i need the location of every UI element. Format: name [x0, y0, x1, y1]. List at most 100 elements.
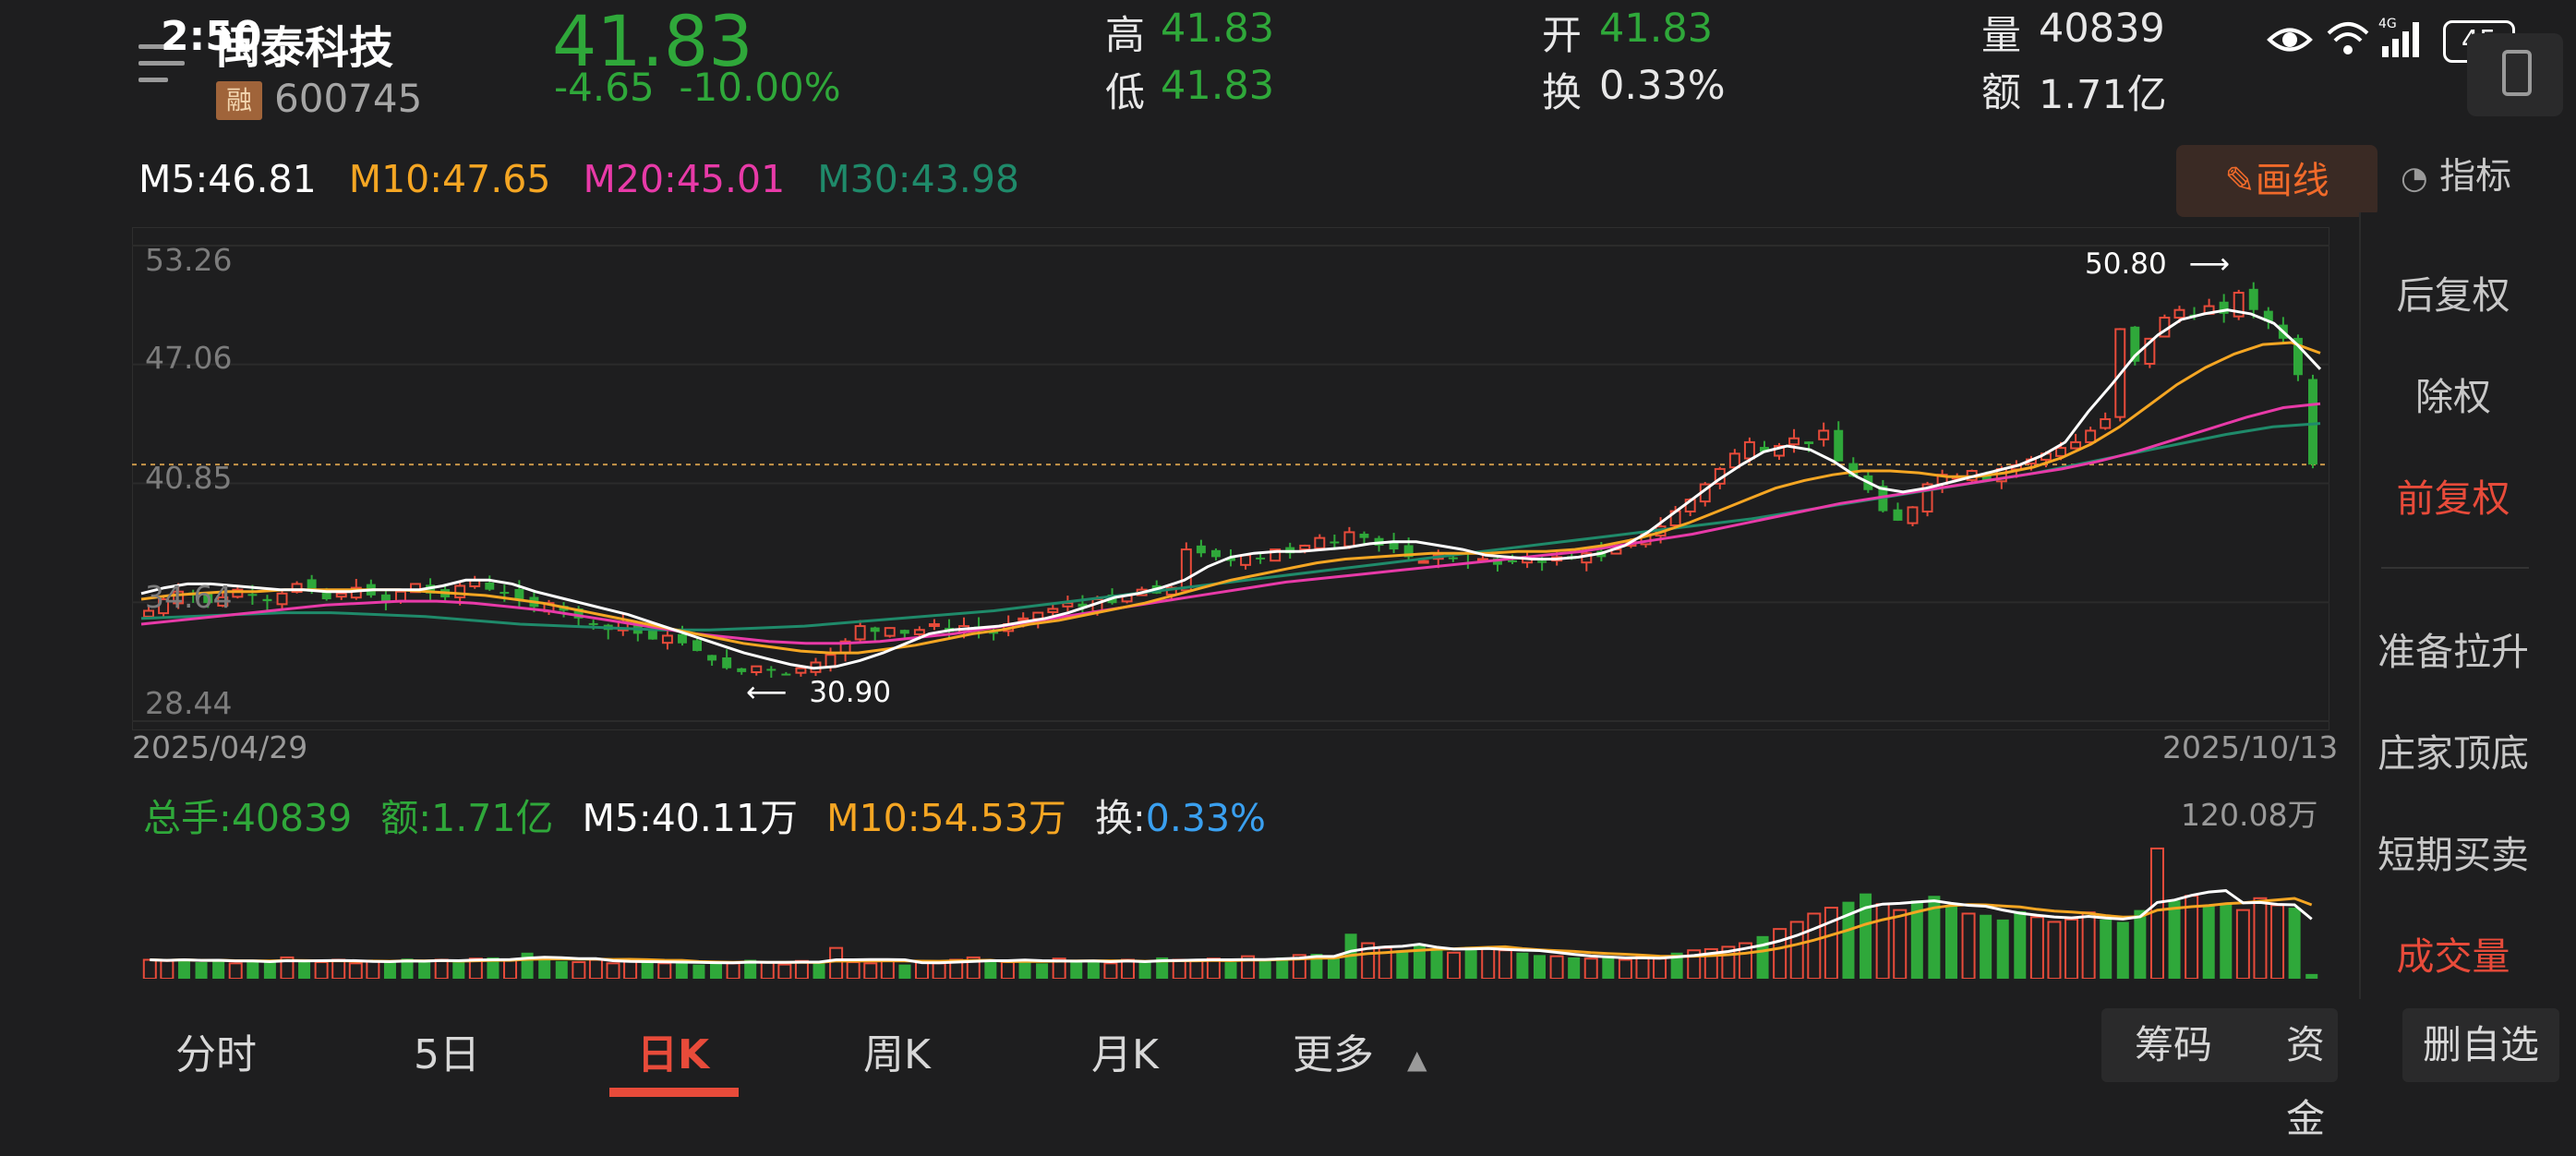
volume-bar: [1498, 949, 1512, 979]
candle-body: [913, 629, 925, 636]
menu-icon[interactable]: [138, 37, 194, 90]
volume-bar: [932, 962, 946, 979]
low-value: 41.83: [1161, 63, 1275, 109]
volume-bar: [487, 957, 500, 979]
rp-item-dealer-top-bottom[interactable]: 庄家顶底: [2377, 731, 2529, 776]
funds-button[interactable]: 资金: [2285, 1022, 2325, 1141]
volume-bar: [1292, 954, 1306, 979]
candle-body: [588, 622, 598, 625]
last-price: 41.83: [552, 0, 753, 82]
tab-5day[interactable]: 5日: [414, 1031, 480, 1078]
tab-more[interactable]: 更多 ▲: [1293, 1021, 1427, 1080]
volume-max-label: 120.08万: [2181, 797, 2318, 833]
candle-body: [307, 579, 317, 592]
candle-body: [1448, 557, 1458, 560]
candle-body: [1047, 608, 1059, 613]
rp-item-short-trade[interactable]: 短期买卖: [2377, 833, 2529, 877]
ma20-line: [140, 402, 2321, 645]
y-tick-label: 47.06: [145, 340, 233, 376]
volume-bar: [538, 957, 551, 979]
volume-chart[interactable]: [132, 831, 2329, 979]
rp-item-ready-rise[interactable]: 准备拉升: [2377, 630, 2529, 674]
rp-item-forward-adjust[interactable]: 前复权: [2396, 476, 2510, 521]
landscape-toggle[interactable]: [2467, 33, 2563, 116]
rp-item-volume[interactable]: 成交量: [2396, 934, 2510, 979]
rp-item-back-adjust[interactable]: 后复权: [2396, 273, 2510, 318]
volume-bar: [829, 946, 844, 979]
volume-bar: [1172, 958, 1186, 979]
candle-body: [1299, 544, 1311, 551]
eye-icon: [2267, 28, 2313, 52]
ma10-label: M10:47.65: [348, 157, 551, 201]
turnover-label: 换: [1542, 70, 1582, 116]
candle-body: [232, 588, 244, 598]
candle-body: [1818, 429, 1830, 440]
volume-bar: [1893, 909, 1908, 979]
volume-bar: [1756, 935, 1769, 979]
candle-body: [1907, 506, 1919, 524]
candle-body: [454, 584, 466, 599]
volume-bar: [813, 963, 825, 979]
volume-bar: [1018, 959, 1031, 979]
volume-bar: [880, 959, 895, 979]
tab-daily-k[interactable]: 日K: [637, 1031, 710, 1078]
volume-bar: [1996, 919, 2009, 979]
rp-divider: [2381, 567, 2529, 569]
volume-bar: [1635, 955, 1650, 979]
volume-bar: [1327, 956, 1340, 979]
candle-body: [1210, 549, 1221, 558]
tab-intraday[interactable]: 分时: [175, 1031, 257, 1078]
volume-bar: [726, 962, 740, 979]
volume-bar: [1789, 921, 1804, 979]
volume-bar: [2134, 909, 2147, 979]
ma-legend: M5:46.81 M10:47.65 M20:45.01 M30:43.98: [138, 157, 1040, 201]
candle-body: [884, 627, 896, 637]
margin-badge: 融: [216, 81, 262, 120]
candle-body: [1834, 429, 1844, 462]
signal-icon: 4G: [2378, 17, 2419, 57]
tab-monthly-k[interactable]: 月K: [1091, 1031, 1159, 1078]
high-marker: 50.80 ⟶: [2085, 247, 2230, 281]
high-marker-value: 50.80: [2085, 247, 2167, 281]
candle-body: [1017, 617, 1029, 621]
volume-bar: [160, 959, 175, 979]
candle-body: [1774, 445, 1785, 457]
candle-body: [217, 596, 229, 607]
remove-watchlist-button[interactable]: 删自选: [2402, 1008, 2559, 1082]
chip-fund-group: 筹码 资金: [2101, 1008, 2338, 1141]
rp-item-ex-rights[interactable]: 除权: [2415, 375, 2491, 419]
volume-bar: [1807, 912, 1822, 979]
volume-bar: [2305, 973, 2318, 979]
candle-body: [2219, 301, 2229, 314]
volume-bar: [1961, 912, 1976, 979]
volume-bar: [1568, 957, 1581, 979]
kline-chart[interactable]: [132, 227, 2329, 730]
candle-body: [751, 665, 763, 674]
high-value: 41.83: [1161, 6, 1275, 52]
volume-bar: [1070, 962, 1083, 979]
tab-weekly-k[interactable]: 周K: [863, 1031, 931, 1078]
volume-bar: [1156, 957, 1169, 979]
indicator-button[interactable]: ◔ 指标: [2401, 148, 2511, 199]
volume-bar: [657, 962, 672, 979]
candle-body: [795, 667, 807, 674]
low-label: 低: [1105, 70, 1145, 116]
gauge-icon: ◔: [2401, 160, 2428, 197]
volume-bar: [2168, 900, 2181, 979]
candle-body: [2293, 337, 2303, 376]
ma10-line: [140, 341, 2321, 655]
volume-bar: [331, 958, 346, 979]
volume-bar: [1824, 907, 1838, 979]
volume-bar: [280, 956, 295, 979]
candle-body: [158, 598, 170, 615]
candle-body: [1804, 441, 1814, 444]
volume-bar: [1430, 948, 1443, 979]
candle-body: [678, 633, 687, 644]
amount-value: 1.71亿: [2039, 72, 2167, 118]
volume-bar: [1516, 952, 1529, 979]
open-label: 开: [1542, 13, 1582, 59]
draw-line-button[interactable]: ✎画线: [2176, 145, 2377, 217]
chips-button[interactable]: 筹码: [2135, 1022, 2213, 1067]
high-label: 高: [1105, 13, 1145, 59]
candle-body: [1389, 541, 1399, 550]
